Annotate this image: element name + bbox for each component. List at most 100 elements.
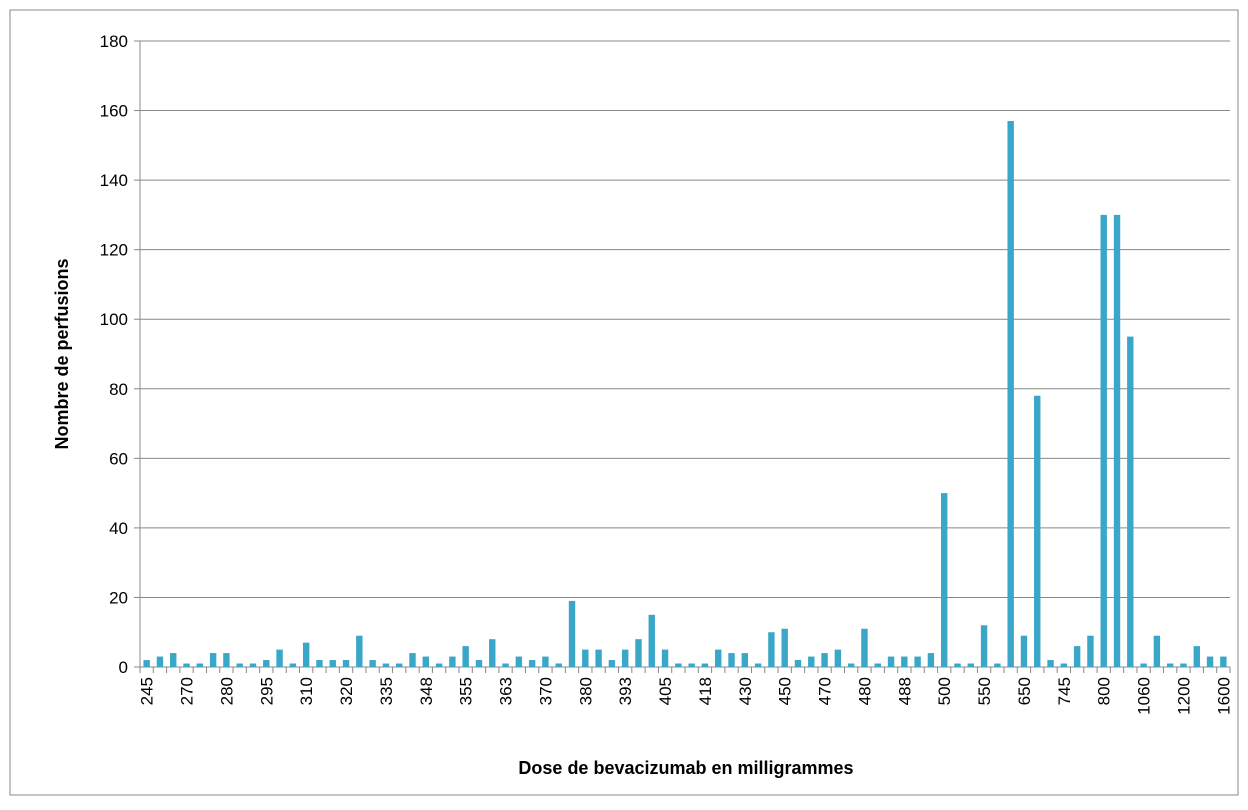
- x-tick-label: 500: [935, 677, 954, 705]
- bar: [435, 663, 443, 667]
- x-tick-label: 370: [536, 677, 555, 705]
- bar: [249, 663, 257, 667]
- bar: [808, 656, 815, 667]
- y-tick-label: 60: [109, 449, 128, 468]
- bar: [661, 649, 669, 667]
- x-axis-title: Dose de bevacizumab en milligrammes: [518, 758, 853, 778]
- bar: [874, 663, 881, 667]
- bar: [289, 663, 297, 667]
- bar: [834, 649, 842, 667]
- bar: [1153, 635, 1161, 667]
- x-tick-label: 430: [736, 677, 755, 705]
- bar: [608, 660, 616, 667]
- bar: [555, 663, 562, 667]
- x-tick-label: 745: [1055, 677, 1074, 705]
- bar: [209, 653, 217, 667]
- x-tick-label: 393: [616, 677, 635, 705]
- x-tick-label: 363: [497, 677, 516, 705]
- y-tick-label: 100: [100, 310, 128, 329]
- x-tick-label: 650: [1015, 677, 1034, 705]
- y-tick-label: 140: [100, 171, 128, 190]
- bar: [1140, 663, 1147, 667]
- bar: [967, 663, 974, 667]
- bar: [369, 660, 376, 667]
- bar: [143, 660, 150, 667]
- bar: [582, 649, 589, 667]
- bar: [515, 656, 523, 667]
- bar: [1060, 663, 1068, 667]
- bar: [409, 653, 416, 667]
- x-tick-label: 405: [656, 677, 675, 705]
- bar: [781, 628, 788, 667]
- bar: [1113, 214, 1121, 667]
- bar: [223, 653, 230, 667]
- x-tick-label: 335: [377, 677, 396, 705]
- bar: [1073, 646, 1081, 667]
- x-tick-label: 320: [337, 677, 356, 705]
- bar: [941, 493, 948, 667]
- bar: [396, 663, 403, 667]
- bar: [1193, 646, 1200, 667]
- bar: [768, 632, 775, 667]
- y-tick-label: 80: [109, 380, 128, 399]
- bar: [887, 656, 895, 667]
- bar: [728, 653, 735, 667]
- x-tick-label: 480: [855, 677, 874, 705]
- bar: [861, 628, 868, 667]
- bar: [183, 663, 190, 667]
- bar: [302, 642, 310, 667]
- bar: [1127, 336, 1134, 667]
- bar: [489, 639, 496, 667]
- bar: [675, 663, 682, 667]
- bar: [502, 663, 509, 667]
- bar: [1047, 660, 1054, 667]
- bar: [635, 639, 642, 667]
- bar: [475, 660, 483, 667]
- bar: [1034, 395, 1041, 667]
- bar: [156, 656, 164, 667]
- bar: [1180, 663, 1187, 667]
- bar: [170, 653, 177, 667]
- x-tick-label: 1200: [1174, 677, 1193, 715]
- x-tick-label: 295: [257, 677, 276, 705]
- bar: [1220, 656, 1227, 667]
- bar: [316, 660, 323, 667]
- bar: [794, 660, 802, 667]
- bar: [449, 656, 456, 667]
- bar: [901, 656, 908, 667]
- x-tick-label: 280: [217, 677, 236, 705]
- bar: [462, 646, 469, 667]
- y-tick-label: 120: [100, 241, 128, 260]
- bar: [741, 653, 749, 667]
- x-tick-label: 310: [297, 677, 316, 705]
- x-tick-label: 1600: [1214, 677, 1233, 715]
- bar: [648, 614, 655, 667]
- bar: [276, 649, 283, 667]
- bar: [980, 625, 988, 667]
- y-axis-title: Nombre de perfusions: [52, 258, 72, 449]
- bar: [688, 663, 695, 667]
- bar: [542, 656, 549, 667]
- bar: [914, 656, 921, 667]
- bar: [927, 653, 935, 667]
- bar: [1087, 635, 1094, 667]
- bar: [382, 663, 390, 667]
- bar: [568, 600, 576, 667]
- bar: [1007, 120, 1014, 667]
- bar: [701, 663, 709, 667]
- x-tick-label: 270: [178, 677, 197, 705]
- bar: [1206, 656, 1214, 667]
- bar: [528, 660, 536, 667]
- bar: [754, 663, 762, 667]
- x-tick-label: 470: [816, 677, 835, 705]
- bar: [821, 653, 828, 667]
- bar: [1020, 635, 1028, 667]
- x-tick-label: 1060: [1135, 677, 1154, 715]
- x-tick-label: 245: [138, 677, 157, 705]
- bar: [621, 649, 629, 667]
- y-tick-label: 20: [109, 588, 128, 607]
- x-tick-label: 380: [576, 677, 595, 705]
- bar: [715, 649, 722, 667]
- x-tick-label: 800: [1095, 677, 1114, 705]
